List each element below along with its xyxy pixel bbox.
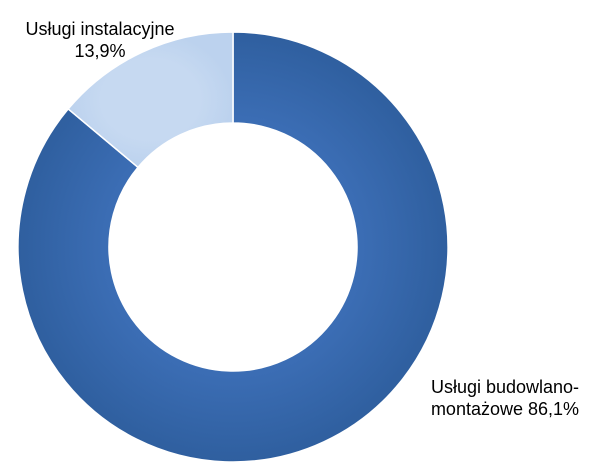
donut-slice: [17, 31, 449, 462]
value-label: 13,9%: [74, 41, 126, 61]
donut: [17, 31, 449, 462]
slice-label: Usługi instalacyjne 13,9%: [0, 18, 200, 62]
value-label: 86,1%: [528, 399, 580, 419]
donut-slice: [67, 31, 234, 169]
category-label: Usługi instalacyjne: [25, 19, 175, 39]
category-label: Usługi budowlano-montażowe: [430, 377, 580, 419]
slice-label: Usługi budowlano-montażowe 86,1%: [408, 376, 602, 420]
